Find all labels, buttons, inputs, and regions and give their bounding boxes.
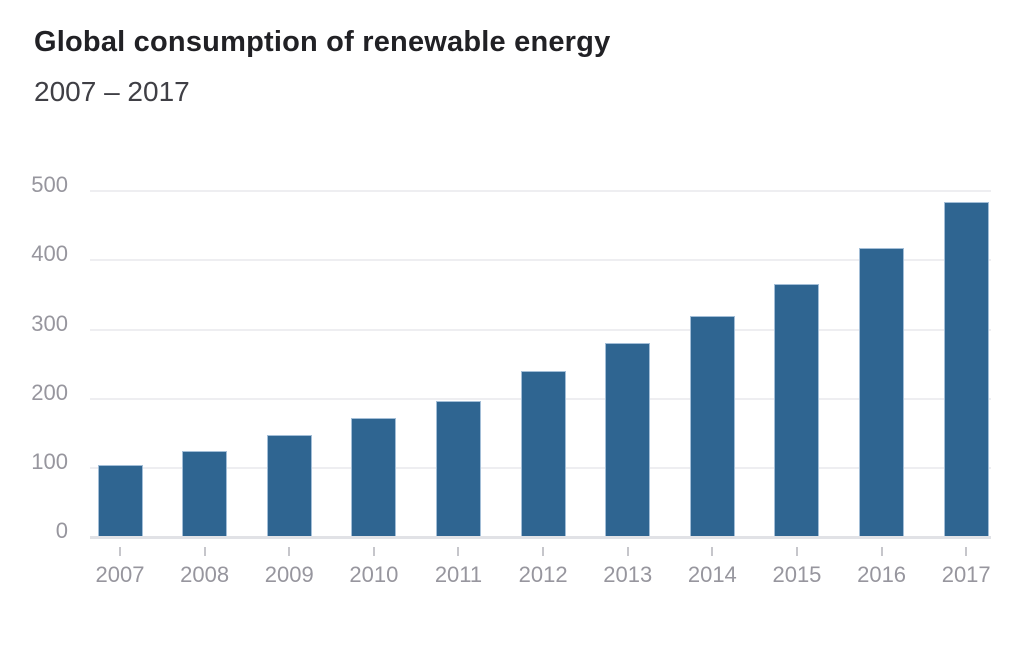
- gridline-400: [90, 259, 991, 262]
- bar-2013[interactable]: [605, 343, 651, 537]
- x-axis-label-2010: 2010: [349, 562, 399, 587]
- bar-2007[interactable]: [97, 465, 143, 537]
- x-axis-tick-2013: [626, 547, 629, 556]
- bar-2014[interactable]: [689, 316, 735, 537]
- gridline-300: [90, 328, 991, 331]
- x-axis-tick-2011: [457, 547, 460, 556]
- y-axis-label-300: 300: [31, 310, 68, 336]
- bar-2008[interactable]: [182, 451, 228, 537]
- x-axis-label-2008: 2008: [180, 562, 230, 587]
- bar-2011[interactable]: [435, 401, 481, 537]
- bar-2015[interactable]: [774, 284, 820, 537]
- x-axis-line: [90, 536, 991, 539]
- x-axis-label-2013: 2013: [603, 562, 653, 587]
- bar-2016[interactable]: [859, 248, 905, 537]
- y-axis-label-0: 0: [55, 518, 68, 543]
- x-axis-tick-2010: [372, 547, 375, 556]
- x-axis-label-2011: 2011: [434, 562, 483, 587]
- chart-title: Global consumption of renewable energy: [34, 26, 611, 58]
- x-axis-label-2017: 2017: [941, 562, 991, 587]
- x-axis-tick-2017: [965, 547, 968, 556]
- y-axis-label-400: 400: [31, 241, 68, 267]
- y-axis-label-200: 200: [31, 379, 68, 405]
- x-axis-label-2012: 2012: [518, 562, 568, 587]
- chart-subtitle: 2007 – 2017: [34, 76, 190, 107]
- x-axis-label-2016: 2016: [857, 562, 907, 587]
- bar-2010[interactable]: [351, 418, 397, 537]
- x-axis-tick-2009: [288, 547, 291, 556]
- x-axis-tick-2016: [880, 547, 883, 556]
- x-axis-label-2009: 2009: [264, 562, 314, 587]
- x-axis-tick-2007: [119, 547, 121, 556]
- gridline-500: [90, 190, 991, 193]
- y-axis-label-100: 100: [31, 448, 68, 474]
- bar-2009[interactable]: [266, 435, 312, 537]
- x-axis-tick-2012: [542, 547, 545, 556]
- x-axis-label-2014: 2014: [687, 562, 737, 587]
- x-axis-tick-2015: [795, 547, 798, 556]
- x-axis-label-2015: 2015: [772, 562, 822, 587]
- x-axis-tick-2008: [203, 547, 206, 556]
- bar-2017[interactable]: [943, 202, 989, 537]
- y-axis-label-500: 500: [31, 172, 68, 198]
- x-axis-tick-2014: [711, 547, 714, 556]
- bar-2012[interactable]: [520, 371, 566, 537]
- x-axis-label-2007: 2007: [95, 562, 145, 587]
